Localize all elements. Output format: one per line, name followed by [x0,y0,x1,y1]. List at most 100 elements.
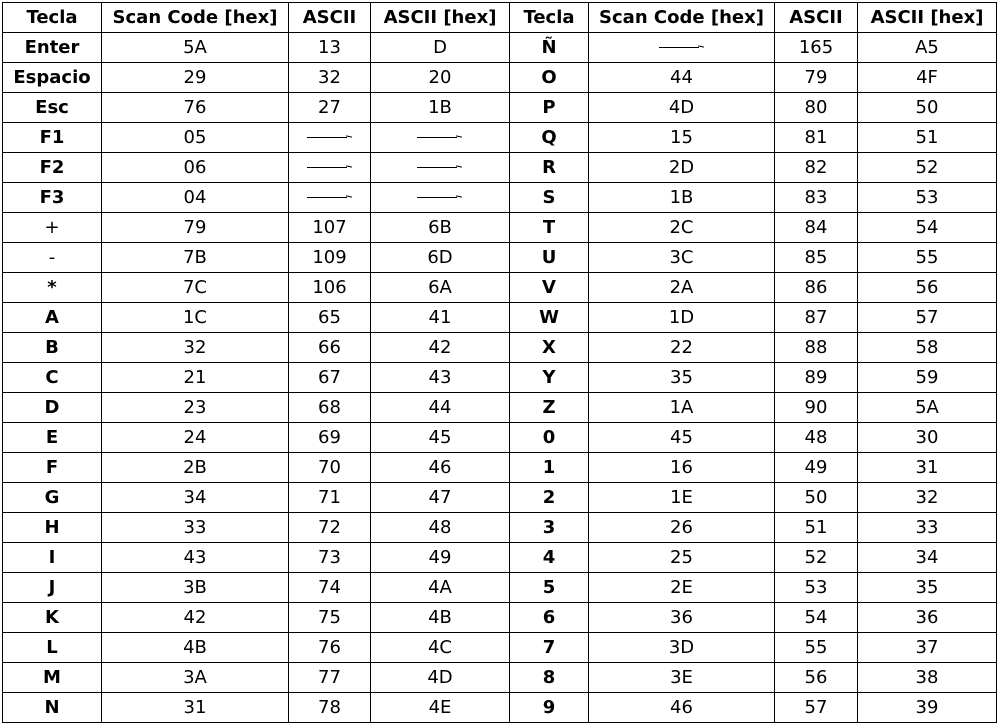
key-cell: 1 [509,452,589,483]
scan-code-cell: 06 [101,152,289,183]
ascii-hex-cell: 46 [370,452,510,483]
key-cell: Y [509,362,589,393]
ascii-cell: 90 [774,392,858,423]
ascii-hex-cell: 52 [857,152,997,183]
empty-value-dash [306,163,353,173]
scan-code-cell: 33 [101,512,289,543]
ascii-cell: 88 [774,332,858,363]
ascii-cell: 51 [774,512,858,543]
ascii-hex-cell: 4C [370,632,510,663]
ascii-cell: 165 [774,32,858,63]
scan-code-cell: 7B [101,242,289,273]
scan-code-cell: 79 [101,212,289,243]
ascii-hex-cell: 56 [857,272,997,303]
table-row: A 1C 65 41 W 1D 87 57 [2,302,997,333]
scan-code-cell: 24 [101,422,289,453]
key-cell: A [2,302,102,333]
ascii-cell: 55 [774,632,858,663]
table-row: Espacio 29 32 20 O 44 79 4F [2,62,997,93]
key-cell: - [2,242,102,273]
ascii-hex-cell: 6B [370,212,510,243]
ascii-cell: 65 [288,302,371,333]
ascii-hex-cell [370,152,510,183]
ascii-hex-cell: 49 [370,542,510,573]
ascii-hex-cell: 37 [857,632,997,663]
ascii-hex-cell: 41 [370,302,510,333]
table-row: C 21 67 43 Y 35 89 59 [2,362,997,393]
ascii-cell: 81 [774,122,858,153]
key-cell: U [509,242,589,273]
ascii-hex-cell: 33 [857,512,997,543]
ascii-hex-cell: 34 [857,542,997,573]
table-row: E 24 69 45 0 45 48 30 [2,422,997,453]
scan-code-cell: 1E [588,482,775,513]
ascii-hex-cell: 4D [370,662,510,693]
table-row: -7B 109 6D U 3C 85 55 [2,242,997,273]
scan-code-cell: 2B [101,452,289,483]
scan-code-cell: 21 [101,362,289,393]
key-cell: Q [509,122,589,153]
table-row: N 31 78 4E 9 46 57 39 [2,692,997,723]
ascii-cell: 13 [288,32,371,63]
key-cell: Esc [2,92,102,123]
ascii-cell: 109 [288,242,371,273]
ascii-hex-cell: 5A [857,392,997,423]
key-cell: J [2,572,102,603]
key-cell: Enter [2,32,102,63]
key-cell: Z [509,392,589,423]
scan-code-cell [588,32,775,63]
scan-code-cell: 2E [588,572,775,603]
key-cell: C [2,362,102,393]
ascii-cell: 56 [774,662,858,693]
ascii-hex-cell: 59 [857,362,997,393]
table-row: F1 05 Q 15 81 51 [2,122,997,153]
scan-code-cell: 23 [101,392,289,423]
scan-code-cell: 45 [588,422,775,453]
key-cell: T [509,212,589,243]
scan-code-cell: 22 [588,332,775,363]
key-cell: H [2,512,102,543]
ascii-hex-cell [370,122,510,153]
scan-code-cell: 32 [101,332,289,363]
key-cell: W [509,302,589,333]
ascii-hex-cell: 47 [370,482,510,513]
header-cell: ASCII [774,2,858,33]
ascii-cell: 75 [288,602,371,633]
ascii-hex-cell [370,182,510,213]
ascii-cell: 82 [774,152,858,183]
header-cell: Tecla [509,2,589,33]
table-row: F2 06 R 2D 82 52 [2,152,997,183]
ascii-cell: 50 [774,482,858,513]
ascii-cell: 52 [774,542,858,573]
ascii-hex-cell: 39 [857,692,997,723]
table-row: G 34 71 47 2 1E 50 32 [2,482,997,513]
scan-code-cell: 3E [588,662,775,693]
ascii-hex-cell: 50 [857,92,997,123]
scan-code-cell: 05 [101,122,289,153]
table-row: +79 107 6B T 2C 84 54 [2,212,997,243]
table-row: L 4B 76 4C 7 3D 55 37 [2,632,997,663]
ascii-hex-cell: 20 [370,62,510,93]
ascii-cell [288,122,371,153]
ascii-hex-cell: 4A [370,572,510,603]
ascii-hex-cell: D [370,32,510,63]
scan-code-cell: 2C [588,212,775,243]
ascii-cell: 70 [288,452,371,483]
table-row: * 7C 106 6A V 2A 86 56 [2,272,997,303]
table-row: M 3A 77 4D 8 3E 56 38 [2,662,997,693]
ascii-hex-cell: 58 [857,332,997,363]
key-cell: 2 [509,482,589,513]
key-cell: O [509,62,589,93]
table-row: J 3B 74 4A 5 2E 53 35 [2,572,997,603]
key-cell: 6 [509,602,589,633]
ascii-hex-cell: 1B [370,92,510,123]
scan-code-cell: 3D [588,632,775,663]
ascii-cell: 53 [774,572,858,603]
key-cell: F1 [2,122,102,153]
key-cell: P [509,92,589,123]
ascii-hex-cell: 51 [857,122,997,153]
scan-code-cell: 36 [588,602,775,633]
table-row: B 32 66 42 X 22 88 58 [2,332,997,363]
ascii-cell: 57 [774,692,858,723]
key-cell: E [2,422,102,453]
